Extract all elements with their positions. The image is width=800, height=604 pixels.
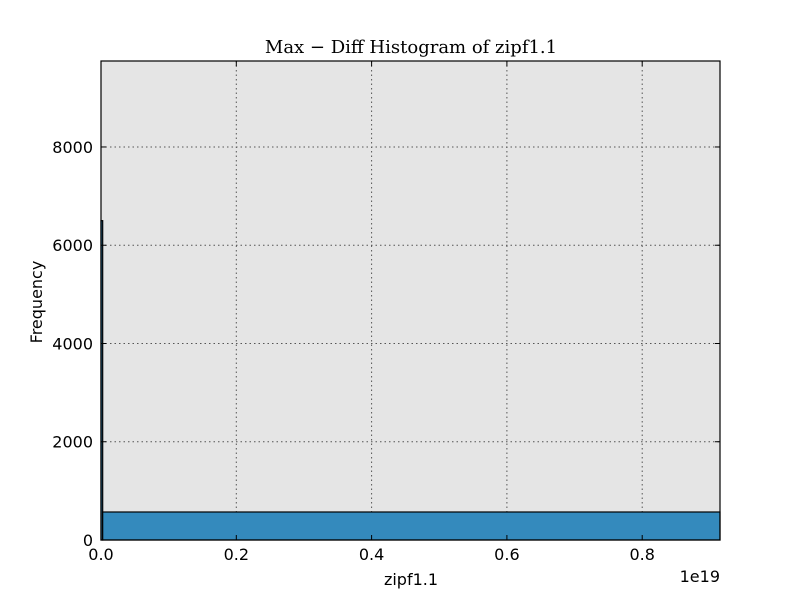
- chart-title: Max − Diff Histogram of zipf1.1: [265, 37, 557, 58]
- y-tick-label: 4000: [52, 334, 93, 353]
- y-tick-label: 6000: [52, 236, 93, 255]
- histogram-bar: [102, 511, 721, 541]
- y-axis-label: Frequency: [27, 261, 46, 344]
- x-tick-label: 0.4: [359, 545, 384, 564]
- x-tick-label: 0.8: [629, 545, 654, 564]
- y-tick-label: 0: [83, 531, 93, 550]
- plot-area: [101, 61, 720, 540]
- y-tick-label: 2000: [52, 433, 93, 452]
- x-tick-label: 0.0: [88, 545, 113, 564]
- x-tick-label: 0.6: [494, 545, 519, 564]
- x-axis-offset-label: 1e19: [680, 567, 720, 586]
- x-tick-label: 0.2: [224, 545, 249, 564]
- x-axis-label: zipf1.1: [384, 570, 438, 589]
- y-tick-label: 8000: [52, 138, 93, 157]
- plot-frame: [100, 60, 721, 541]
